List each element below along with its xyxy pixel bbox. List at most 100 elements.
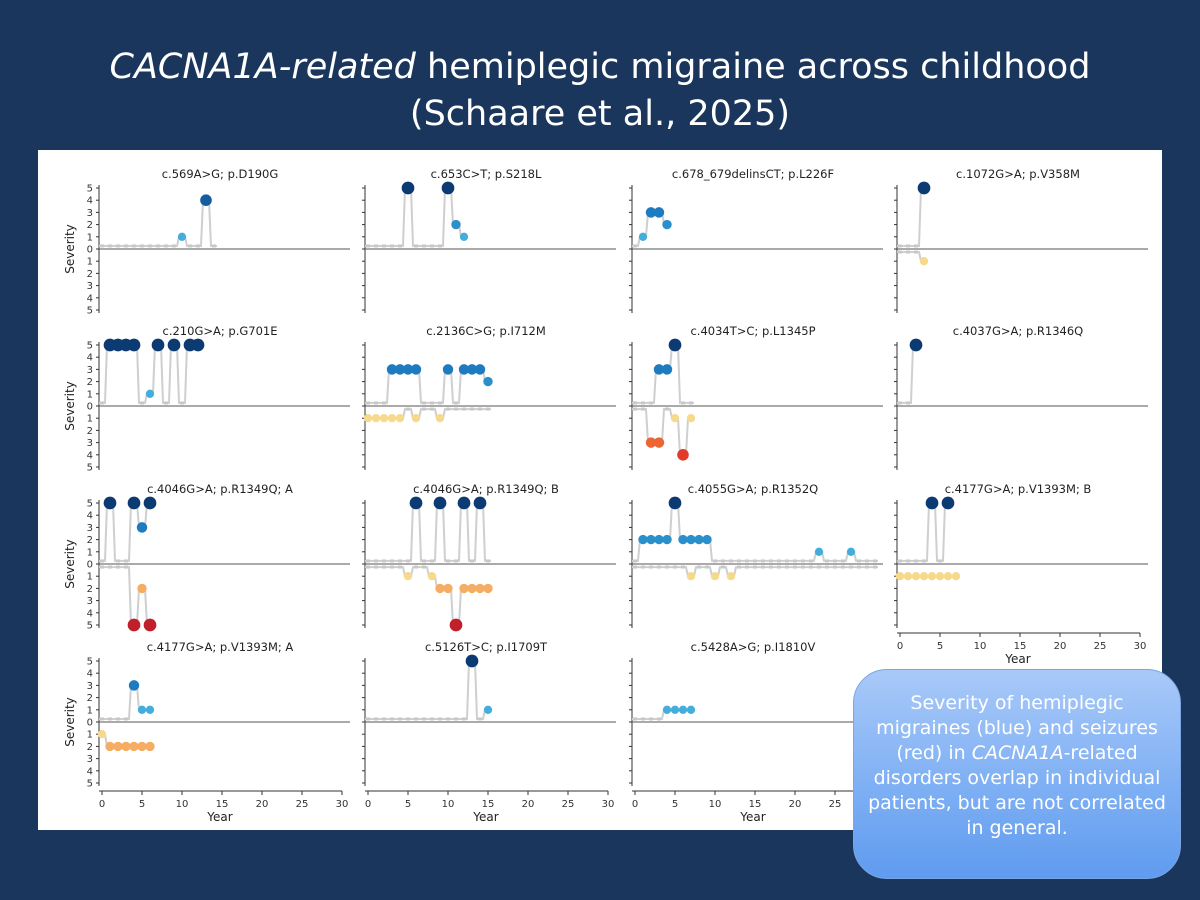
panel-13-seizure-point xyxy=(137,741,147,752)
panel-12-zero-marker xyxy=(898,559,902,563)
panel-15-migraine-point xyxy=(686,705,696,714)
panel-13-ytick-label: 3 xyxy=(87,681,93,692)
panel-9-migraine-trace xyxy=(99,502,153,562)
panel-9-ytick-label: 1 xyxy=(87,547,93,558)
panel-7-zero-marker xyxy=(633,401,637,405)
panel-5-ytick-label: 2 xyxy=(87,426,93,437)
panel-15-zero-marker xyxy=(633,717,637,721)
panel-11-zero-marker xyxy=(793,559,797,563)
callout-text-2: -related disorders overlap in individual… xyxy=(868,742,1166,839)
panel-6-seizure-point xyxy=(435,414,445,423)
panel-14-migraine-point xyxy=(465,654,479,668)
panel-10-zero-marker xyxy=(382,559,386,563)
panel-6-migraine-point xyxy=(442,364,454,375)
panel-11-zero-marker xyxy=(737,559,741,563)
panel-11-zero-marker xyxy=(745,565,749,569)
panel-10-seizure-point xyxy=(403,572,413,581)
panel-5-title: c.210G>A; p.G701E xyxy=(163,324,278,338)
panel-14-xlabel: Year xyxy=(472,810,498,824)
panel-6-migraine-point xyxy=(394,364,406,375)
panel-2-title: c.653C>T; p.S218L xyxy=(431,167,542,181)
panel-11-zero-marker xyxy=(785,565,789,569)
panel-13-ytick-label: 2 xyxy=(87,742,93,753)
panel-11-seizure-point xyxy=(726,572,736,581)
panel-11-zero-marker xyxy=(817,565,821,569)
panel-11-zero-marker xyxy=(833,559,837,563)
panel-11-zero-marker xyxy=(729,559,733,563)
panel-4-zero-marker xyxy=(914,250,918,254)
panel-11-zero-marker xyxy=(841,559,845,563)
panel-11-zero-marker xyxy=(809,559,813,563)
panel-4-zero-marker xyxy=(906,244,910,248)
panel-11-migraine-point xyxy=(694,534,704,545)
panel-15-zero-marker xyxy=(641,717,645,721)
summary-callout: Severity of hemiplegic migraines (blue) … xyxy=(853,669,1181,879)
panel-2-zero-marker xyxy=(366,244,370,248)
panel-14-zero-marker xyxy=(374,717,378,721)
panel-7-zero-marker xyxy=(641,401,645,405)
panel-2-zero-marker xyxy=(422,244,426,248)
panel-11-migraine-point xyxy=(678,534,688,545)
panel-1-zero-marker xyxy=(124,244,128,248)
panel-5-ylabel: Severity xyxy=(63,381,77,431)
panel-12-zero-marker xyxy=(938,559,942,563)
panel-13-xtick-label: 15 xyxy=(216,799,229,810)
panel-11-zero-marker xyxy=(801,559,805,563)
panel-15-migraine-point xyxy=(678,705,688,714)
panel-11-title: c.4055G>A; p.R1352Q xyxy=(688,482,818,496)
panel-6-seizure-point xyxy=(395,414,405,423)
panel-6-zero-marker xyxy=(422,407,426,411)
panel-15-xtick-label: 10 xyxy=(709,799,722,810)
panel-14-xtick-label: 5 xyxy=(405,799,411,810)
panel-11-zero-marker xyxy=(785,559,789,563)
panel-10-migraine-point xyxy=(457,496,471,510)
panel-14-zero-marker xyxy=(382,717,386,721)
panel-8-zero-marker xyxy=(898,401,902,405)
panel-9-seizure-point xyxy=(143,618,157,632)
panel-4-seizure-point xyxy=(919,257,929,266)
panel-1-zero-marker xyxy=(132,244,136,248)
panel-6-zero-marker xyxy=(486,407,490,411)
panel-13-migraine-point xyxy=(128,680,140,691)
panel-12-seizure-point xyxy=(927,572,937,581)
panel-5-ytick-label: 1 xyxy=(87,414,93,425)
panel-2-migraine-point xyxy=(441,181,455,195)
panel-1-title: c.569A>G; p.D190G xyxy=(162,167,279,181)
panel-1-zero-marker xyxy=(156,244,160,248)
panel-12-migraine-trace xyxy=(897,502,951,562)
panel-3-migraine-point xyxy=(645,207,657,218)
panel-12-xtick-label: 25 xyxy=(1094,641,1107,652)
panel-9-ytick-label: 2 xyxy=(87,535,93,546)
panel-10-seizure-point xyxy=(443,583,453,594)
panel-14-xtick-label: 20 xyxy=(522,799,535,810)
panel-1-ytick-label: 1 xyxy=(87,257,93,268)
panel-11-migraine-point xyxy=(668,496,682,510)
panel-12-xtick-label: 0 xyxy=(897,641,903,652)
panel-10-seizure-point xyxy=(435,583,445,594)
panel-11-migraine-point xyxy=(638,534,648,545)
panel-14-zero-marker xyxy=(438,717,442,721)
panel-6-migraine-point xyxy=(458,364,470,375)
panel-6-zero-marker xyxy=(446,407,450,411)
panel-14-migraine-trace xyxy=(365,660,491,720)
panel-11-zero-marker xyxy=(633,565,637,569)
panel-14-zero-marker xyxy=(390,717,394,721)
panel-5-migraine-point xyxy=(151,338,165,352)
panel-10-zero-marker xyxy=(398,559,402,563)
panel-15-xtick-label: 0 xyxy=(632,799,638,810)
panel-14-xtick-label: 10 xyxy=(442,799,455,810)
panel-6-migraine-point xyxy=(474,364,486,375)
panel-11-zero-marker xyxy=(665,565,669,569)
panel-10-migraine-point xyxy=(433,496,447,510)
panel-9-migraine-point xyxy=(103,496,117,510)
panel-10-zero-marker xyxy=(406,559,410,563)
panel-6-zero-marker xyxy=(462,407,466,411)
panel-13-ytick-label: 0 xyxy=(87,718,93,729)
panel-13-ylabel: Severity xyxy=(63,697,77,747)
panel-5-ytick-label: 5 xyxy=(87,341,93,352)
panel-11-zero-marker xyxy=(825,565,829,569)
panel-7-seizure-trace xyxy=(632,408,694,456)
panel-14-migraine-point xyxy=(483,705,493,714)
panel-14-zero-marker xyxy=(406,717,410,721)
panel-11-zero-marker xyxy=(641,565,645,569)
